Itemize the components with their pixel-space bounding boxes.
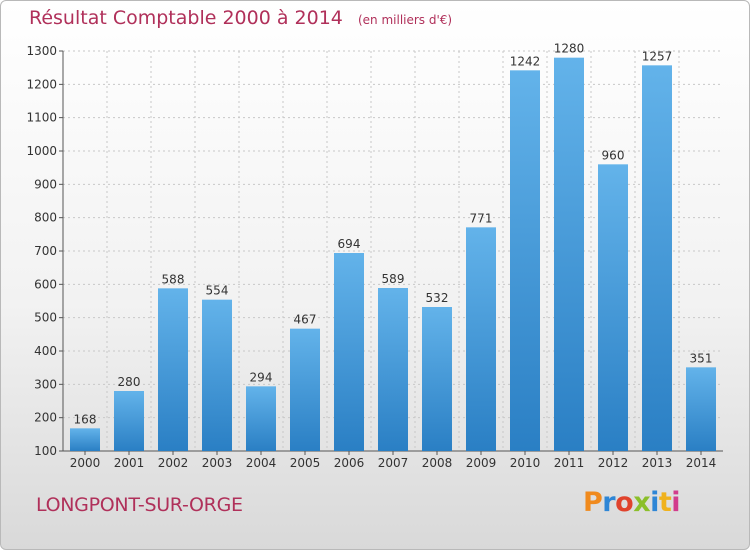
y-tick-label: 700 — [34, 244, 57, 258]
y-tick-label: 300 — [34, 377, 57, 391]
y-tick-label: 900 — [34, 177, 57, 191]
bar-2001 — [114, 391, 144, 451]
x-tick-label: 2012 — [598, 456, 629, 470]
value-label: 1257 — [642, 49, 673, 63]
bar-2007 — [378, 288, 408, 451]
y-tick-label: 1000 — [26, 144, 57, 158]
value-label: 467 — [294, 313, 317, 327]
bar-2008 — [422, 307, 452, 451]
value-label: 532 — [426, 291, 449, 305]
logo-letter: r — [602, 487, 616, 518]
value-label: 694 — [338, 237, 361, 251]
bar-2004 — [246, 386, 276, 451]
chart-title: Résultat Comptable 2000 à 2014 — [29, 7, 343, 29]
x-tick-label: 2008 — [422, 456, 453, 470]
logo-letter: i — [671, 487, 681, 518]
y-tick-label: 100 — [34, 444, 57, 458]
x-tick-label: 2011 — [554, 456, 585, 470]
x-tick-label: 2010 — [510, 456, 541, 470]
bar-2003 — [202, 299, 232, 451]
bar-2013 — [642, 65, 672, 451]
data-labels: 168 280 588 554 294 467 694 589 532 771 1242 1280 96… — [74, 42, 713, 427]
y-tick-label: 200 — [34, 411, 57, 425]
y-tick-label: 400 — [34, 344, 57, 358]
value-label: 1242 — [510, 54, 541, 68]
commune-name: LONGPONT-SUR-ORGE — [36, 494, 243, 516]
bar-2014 — [686, 367, 716, 451]
chart-subtitle: (en milliers d'€) — [357, 13, 453, 27]
value-label: 554 — [206, 284, 229, 298]
value-label: 280 — [118, 375, 141, 389]
x-tick-label: 2009 — [466, 456, 497, 470]
x-tick-label: 2001 — [114, 456, 145, 470]
x-tick-label: 2003 — [202, 456, 233, 470]
x-tick-label: 2004 — [246, 456, 277, 470]
value-label: 771 — [470, 211, 493, 225]
x-tick-label: 2014 — [686, 456, 717, 470]
bar-2012 — [598, 164, 628, 452]
value-label: 168 — [74, 412, 97, 426]
bars — [70, 57, 716, 452]
value-label: 1280 — [554, 42, 585, 56]
y-tick-label: 1100 — [26, 111, 57, 125]
y-tick-label: 1200 — [26, 77, 57, 91]
bar-2002 — [158, 288, 188, 451]
bar-2010 — [510, 70, 540, 451]
x-tick-label: 2002 — [158, 456, 189, 470]
proxiti-logo[interactable]: Proxiti — [583, 487, 681, 518]
x-tick-label: 2005 — [290, 456, 321, 470]
bar-2006 — [334, 253, 364, 451]
logo-letter: o — [615, 487, 634, 518]
x-tick-label: 2013 — [642, 456, 673, 470]
logo-letter: x — [633, 487, 651, 518]
title-row: Résultat Comptable 2000 à 2014 (en milli… — [29, 7, 452, 29]
value-label: 960 — [602, 148, 625, 162]
logo-letter: t — [658, 487, 672, 518]
value-label: 588 — [162, 272, 185, 286]
bar-2009 — [466, 227, 496, 451]
bar-2011 — [554, 57, 584, 452]
value-label: 294 — [250, 370, 273, 384]
x-tick-label: 2000 — [70, 456, 101, 470]
value-label: 351 — [690, 351, 713, 365]
logo-letter: i — [650, 487, 659, 518]
bar-2000 — [70, 428, 100, 451]
bar-2005 — [290, 328, 320, 451]
y-tick-label: 600 — [34, 277, 57, 291]
y-tick-label: 500 — [34, 311, 57, 325]
x-tick-label: 2006 — [334, 456, 365, 470]
y-tick-label: 800 — [34, 211, 57, 225]
y-tick-label: 1300 — [26, 44, 57, 58]
x-tick-label: 2007 — [378, 456, 409, 470]
logo-letter: P — [583, 487, 603, 518]
value-label: 589 — [382, 272, 405, 286]
